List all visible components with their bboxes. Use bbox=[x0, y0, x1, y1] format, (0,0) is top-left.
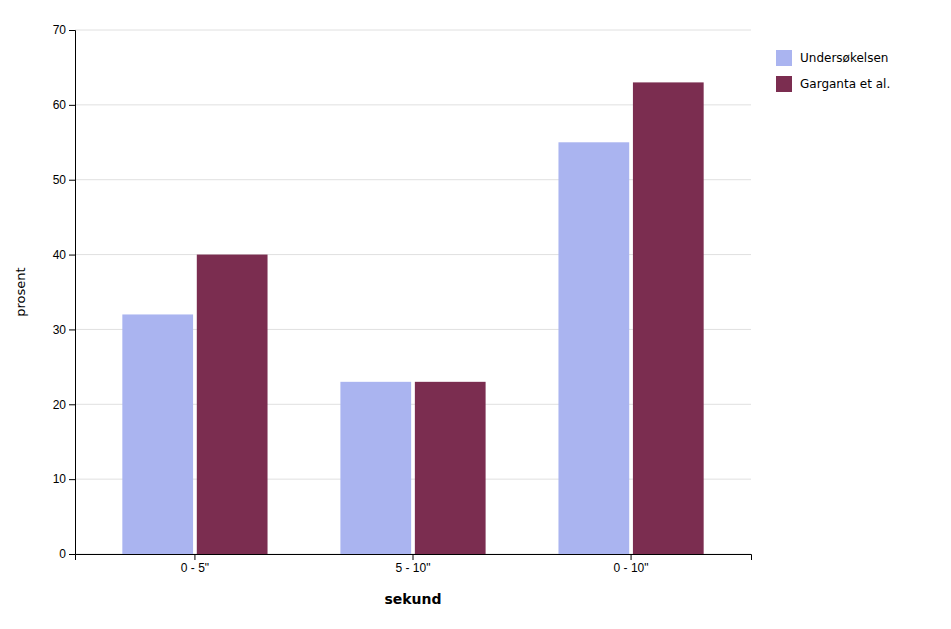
y-axis: 0 10 20 30 40 50 60 70 bbox=[53, 23, 76, 561]
x-axis-line bbox=[76, 555, 752, 561]
x-tick-label: 0 - 5" bbox=[181, 561, 209, 575]
legend-swatch bbox=[776, 76, 792, 92]
y-tick: 10 bbox=[53, 472, 75, 486]
y-tick-mark bbox=[69, 479, 75, 480]
y-tick-mark bbox=[69, 404, 75, 405]
y-tick: 30 bbox=[53, 323, 75, 337]
y-axis-title: prosent bbox=[13, 267, 28, 316]
bar bbox=[558, 142, 629, 554]
y-tick-label: 20 bbox=[53, 398, 67, 412]
plot: 0 - 5" 5 - 10" 0 - 10" 0 10 20 30 40 50 60 70 bbox=[53, 23, 752, 574]
y-tick-mark bbox=[69, 105, 75, 106]
bars bbox=[122, 82, 703, 554]
y-tick: 20 bbox=[53, 398, 75, 412]
x-tick-label: 5 - 10" bbox=[396, 561, 431, 575]
bar bbox=[633, 82, 704, 554]
y-tick-mark bbox=[69, 30, 75, 31]
bar-series bbox=[122, 142, 629, 554]
y-tick-label: 70 bbox=[53, 23, 67, 37]
x-tick: 0 - 5" bbox=[181, 554, 209, 575]
x-axis: 0 - 5" 5 - 10" 0 - 10" bbox=[76, 554, 752, 575]
x-tick-label: 0 - 10" bbox=[614, 561, 649, 575]
grid bbox=[75, 30, 751, 554]
bar bbox=[340, 382, 411, 554]
legend: Undersøkelsen Garganta et al. bbox=[776, 50, 890, 92]
y-tick-mark bbox=[69, 329, 75, 330]
legend-item: Undersøkelsen bbox=[776, 50, 888, 66]
x-tick-mark bbox=[413, 554, 414, 560]
y-tick-label: 50 bbox=[53, 173, 67, 187]
y-axis-line bbox=[69, 31, 76, 555]
x-tick-mark bbox=[631, 554, 632, 560]
y-tick: 40 bbox=[53, 248, 75, 262]
x-tick-mark bbox=[194, 554, 195, 560]
bar bbox=[197, 255, 268, 554]
y-tick-mark bbox=[69, 554, 75, 555]
legend-swatch bbox=[776, 50, 792, 66]
y-tick: 70 bbox=[53, 23, 75, 37]
x-tick: 5 - 10" bbox=[396, 554, 431, 575]
y-tick-label: 60 bbox=[53, 98, 67, 112]
bar-series bbox=[197, 82, 704, 554]
grid-line bbox=[75, 30, 751, 31]
y-tick: 60 bbox=[53, 98, 75, 112]
legend-label: Garganta et al. bbox=[800, 77, 890, 91]
x-axis-title: sekund bbox=[384, 591, 441, 607]
chart: 0 - 5" 5 - 10" 0 - 10" 0 10 20 30 40 50 60 70 sekun… bbox=[0, 0, 951, 629]
y-tick-label: 30 bbox=[53, 323, 67, 337]
y-tick: 0 bbox=[59, 547, 75, 561]
y-tick-mark bbox=[69, 255, 75, 256]
legend-label: Undersøkelsen bbox=[800, 51, 888, 65]
y-tick: 50 bbox=[53, 173, 75, 187]
x-tick: 0 - 10" bbox=[614, 554, 649, 575]
y-tick-label: 10 bbox=[53, 472, 67, 486]
bar bbox=[415, 382, 486, 554]
y-tick-mark bbox=[69, 180, 75, 181]
y-tick-label: 40 bbox=[53, 248, 67, 262]
y-tick-label: 0 bbox=[59, 547, 66, 561]
legend-item: Garganta et al. bbox=[776, 76, 890, 92]
bar bbox=[122, 314, 193, 554]
